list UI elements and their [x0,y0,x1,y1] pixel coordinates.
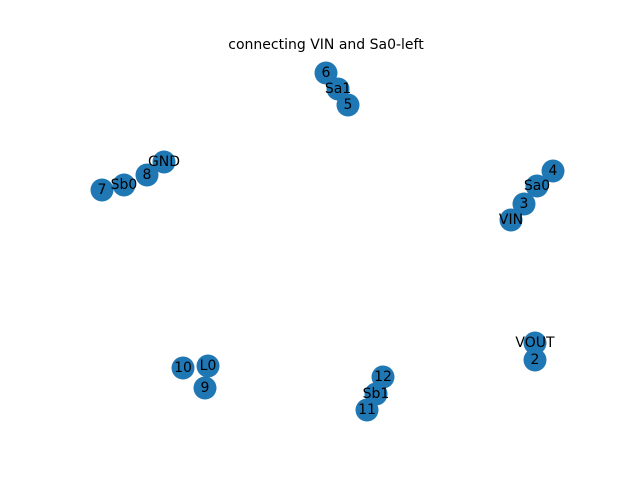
node-circle-2 [523,348,547,372]
node-circle-5 [336,93,360,117]
node-circle-8 [135,163,159,187]
node-label-3: 3 [520,196,529,212]
node-label-10: 10 [174,360,192,376]
node-circle-sb0 [112,173,136,197]
node-circle-gnd [152,150,176,174]
node-label-gnd: GND [148,154,180,170]
node-label-8: 8 [143,167,152,183]
node-label-sa1: Sa1 [325,81,351,97]
node-label-l0: L0 [200,358,217,374]
graph-title: connecting VIN and Sa0-left [228,37,424,53]
node-label-vout: VOUT [515,335,555,351]
node-circle-l0 [196,354,220,378]
node-circle-11 [355,398,379,422]
node-label-5: 5 [344,97,353,113]
node-circle-9 [193,376,217,400]
node-label-7: 7 [98,182,107,198]
node-label-sb1: Sb1 [363,386,390,402]
node-label-11: 11 [358,402,376,418]
node-label-9: 9 [201,380,210,396]
node-label-2: 2 [531,352,540,368]
node-circle-10 [171,356,195,380]
node-label-sb0: Sb0 [111,177,138,193]
node-label-vin: VIN [499,212,523,228]
node-label-4: 4 [549,163,558,179]
node-label-sa0: Sa0 [524,178,550,194]
node-circle-vout [523,331,547,355]
node-circle-sa0 [525,174,549,198]
node-label-6: 6 [322,65,331,81]
node-circle-7 [90,178,114,202]
node-circle-3 [512,192,536,216]
node-circle-6 [314,61,338,85]
node-label-12: 12 [374,369,392,385]
node-circle-vin [499,208,523,232]
node-circle-4 [541,159,565,183]
